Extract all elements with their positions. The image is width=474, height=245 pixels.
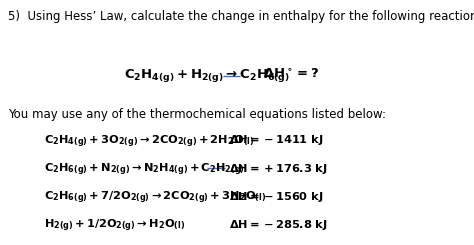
Text: $\mathbf{H_{2(g)} + 1/2O_{2(g)} \rightarrow H_2O_{(l)}}$: $\mathbf{H_{2(g)} + 1/2O_{2(g)} \rightar… bbox=[44, 218, 185, 234]
Text: 5)  Using Hess’ Law, calculate the change in enthalpy for the following reaction: 5) Using Hess’ Law, calculate the change… bbox=[8, 10, 474, 23]
Text: $\mathbf{C_2H_{4(g)} + 3O_{2(g)} \rightarrow 2CO_{2(g)} + 2H_2O_{(l)}}$: $\mathbf{C_2H_{4(g)} + 3O_{2(g)} \righta… bbox=[44, 133, 255, 150]
Text: You may use any of the thermochemical equations listed below:: You may use any of the thermochemical eq… bbox=[8, 108, 386, 121]
Text: $\mathbf{\Delta H^\circ = ?}$: $\mathbf{\Delta H^\circ = ?}$ bbox=[264, 67, 320, 81]
Text: $\mathbf{C_2H_{6(g)} + 7/2O_{2(g)} \rightarrow 2CO_{2(g)} + 3H_2O_{(l)}}$: $\mathbf{C_2H_{6(g)} + 7/2O_{2(g)} \righ… bbox=[44, 190, 266, 206]
Text: $\mathbf{C_2H_{4(g)} + H_{2(g)} \rightarrow C_2H_{6(g)}}$: $\mathbf{C_2H_{4(g)} + H_{2(g)} \rightar… bbox=[124, 67, 290, 85]
Text: $\mathbf{\Delta H = -285.8\ kJ}$: $\mathbf{\Delta H = -285.8\ kJ}$ bbox=[229, 218, 328, 232]
Text: $\mathbf{C_2H_{6(g)} + N_{2(g)} \rightarrow N_2H_{4(g)} + C_2H_{2(g)}}$: $\mathbf{C_2H_{6(g)} + N_{2(g)} \rightar… bbox=[44, 161, 245, 178]
Text: $\mathbf{\Delta H = -1411\ kJ}$: $\mathbf{\Delta H = -1411\ kJ}$ bbox=[229, 133, 324, 147]
Text: $\mathbf{\Delta H = +176.3\ kJ}$: $\mathbf{\Delta H = +176.3\ kJ}$ bbox=[229, 161, 328, 175]
Text: $\mathbf{\Delta H = -1560\ kJ}$: $\mathbf{\Delta H = -1560\ kJ}$ bbox=[229, 190, 324, 204]
